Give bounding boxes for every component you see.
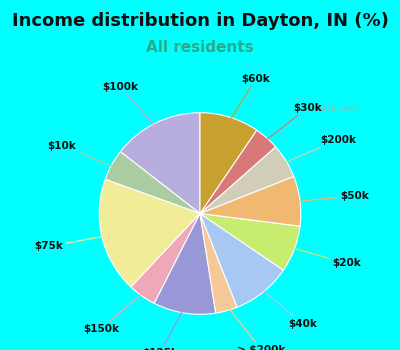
Wedge shape — [200, 147, 294, 214]
Wedge shape — [200, 113, 257, 214]
Text: $40k: $40k — [258, 286, 317, 329]
Wedge shape — [200, 214, 283, 307]
Text: City-Data.com: City-Data.com — [291, 104, 358, 113]
Text: $20k: $20k — [287, 246, 361, 268]
Text: $125k: $125k — [142, 305, 186, 350]
Wedge shape — [120, 113, 200, 214]
Wedge shape — [200, 130, 276, 214]
Wedge shape — [154, 214, 216, 314]
Text: Income distribution in Dayton, IN (%): Income distribution in Dayton, IN (%) — [12, 12, 388, 30]
Text: $30k: $30k — [261, 103, 322, 144]
Wedge shape — [105, 152, 200, 214]
Text: > $200k: > $200k — [224, 303, 286, 350]
Text: $100k: $100k — [102, 82, 159, 130]
Text: $60k: $60k — [227, 74, 270, 125]
Text: $200k: $200k — [279, 135, 356, 165]
Text: $10k: $10k — [48, 140, 119, 169]
Text: $50k: $50k — [292, 191, 369, 202]
Text: $150k: $150k — [83, 289, 147, 334]
Wedge shape — [131, 214, 200, 303]
Wedge shape — [200, 214, 237, 313]
Text: $75k: $75k — [34, 235, 110, 251]
Text: All residents: All residents — [146, 40, 254, 55]
Wedge shape — [200, 214, 300, 270]
Wedge shape — [99, 179, 200, 287]
Wedge shape — [200, 176, 301, 226]
